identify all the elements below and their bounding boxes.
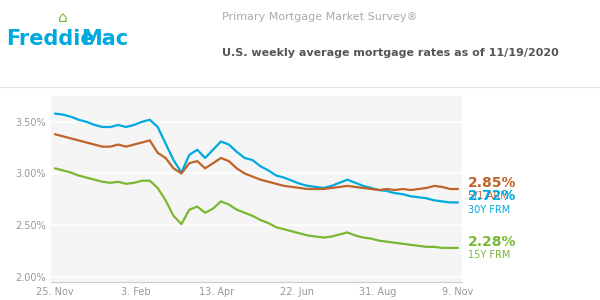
Text: U.S. weekly average mortgage rates as of 11/19/2020: U.S. weekly average mortgage rates as of… <box>222 47 559 58</box>
Text: Primary Mortgage Market Survey®: Primary Mortgage Market Survey® <box>222 11 418 22</box>
Text: 2.85%: 2.85% <box>468 176 517 190</box>
Text: ⌂: ⌂ <box>58 11 68 26</box>
Text: 5/1 ARM: 5/1 ARM <box>468 191 509 202</box>
Text: Freddie: Freddie <box>6 29 95 49</box>
Text: Mac: Mac <box>81 29 128 49</box>
Text: 2.28%: 2.28% <box>468 235 517 249</box>
Text: 30Y FRM: 30Y FRM <box>468 205 510 215</box>
Text: 2.72%: 2.72% <box>468 189 517 203</box>
Text: 15Y FRM: 15Y FRM <box>468 250 511 260</box>
